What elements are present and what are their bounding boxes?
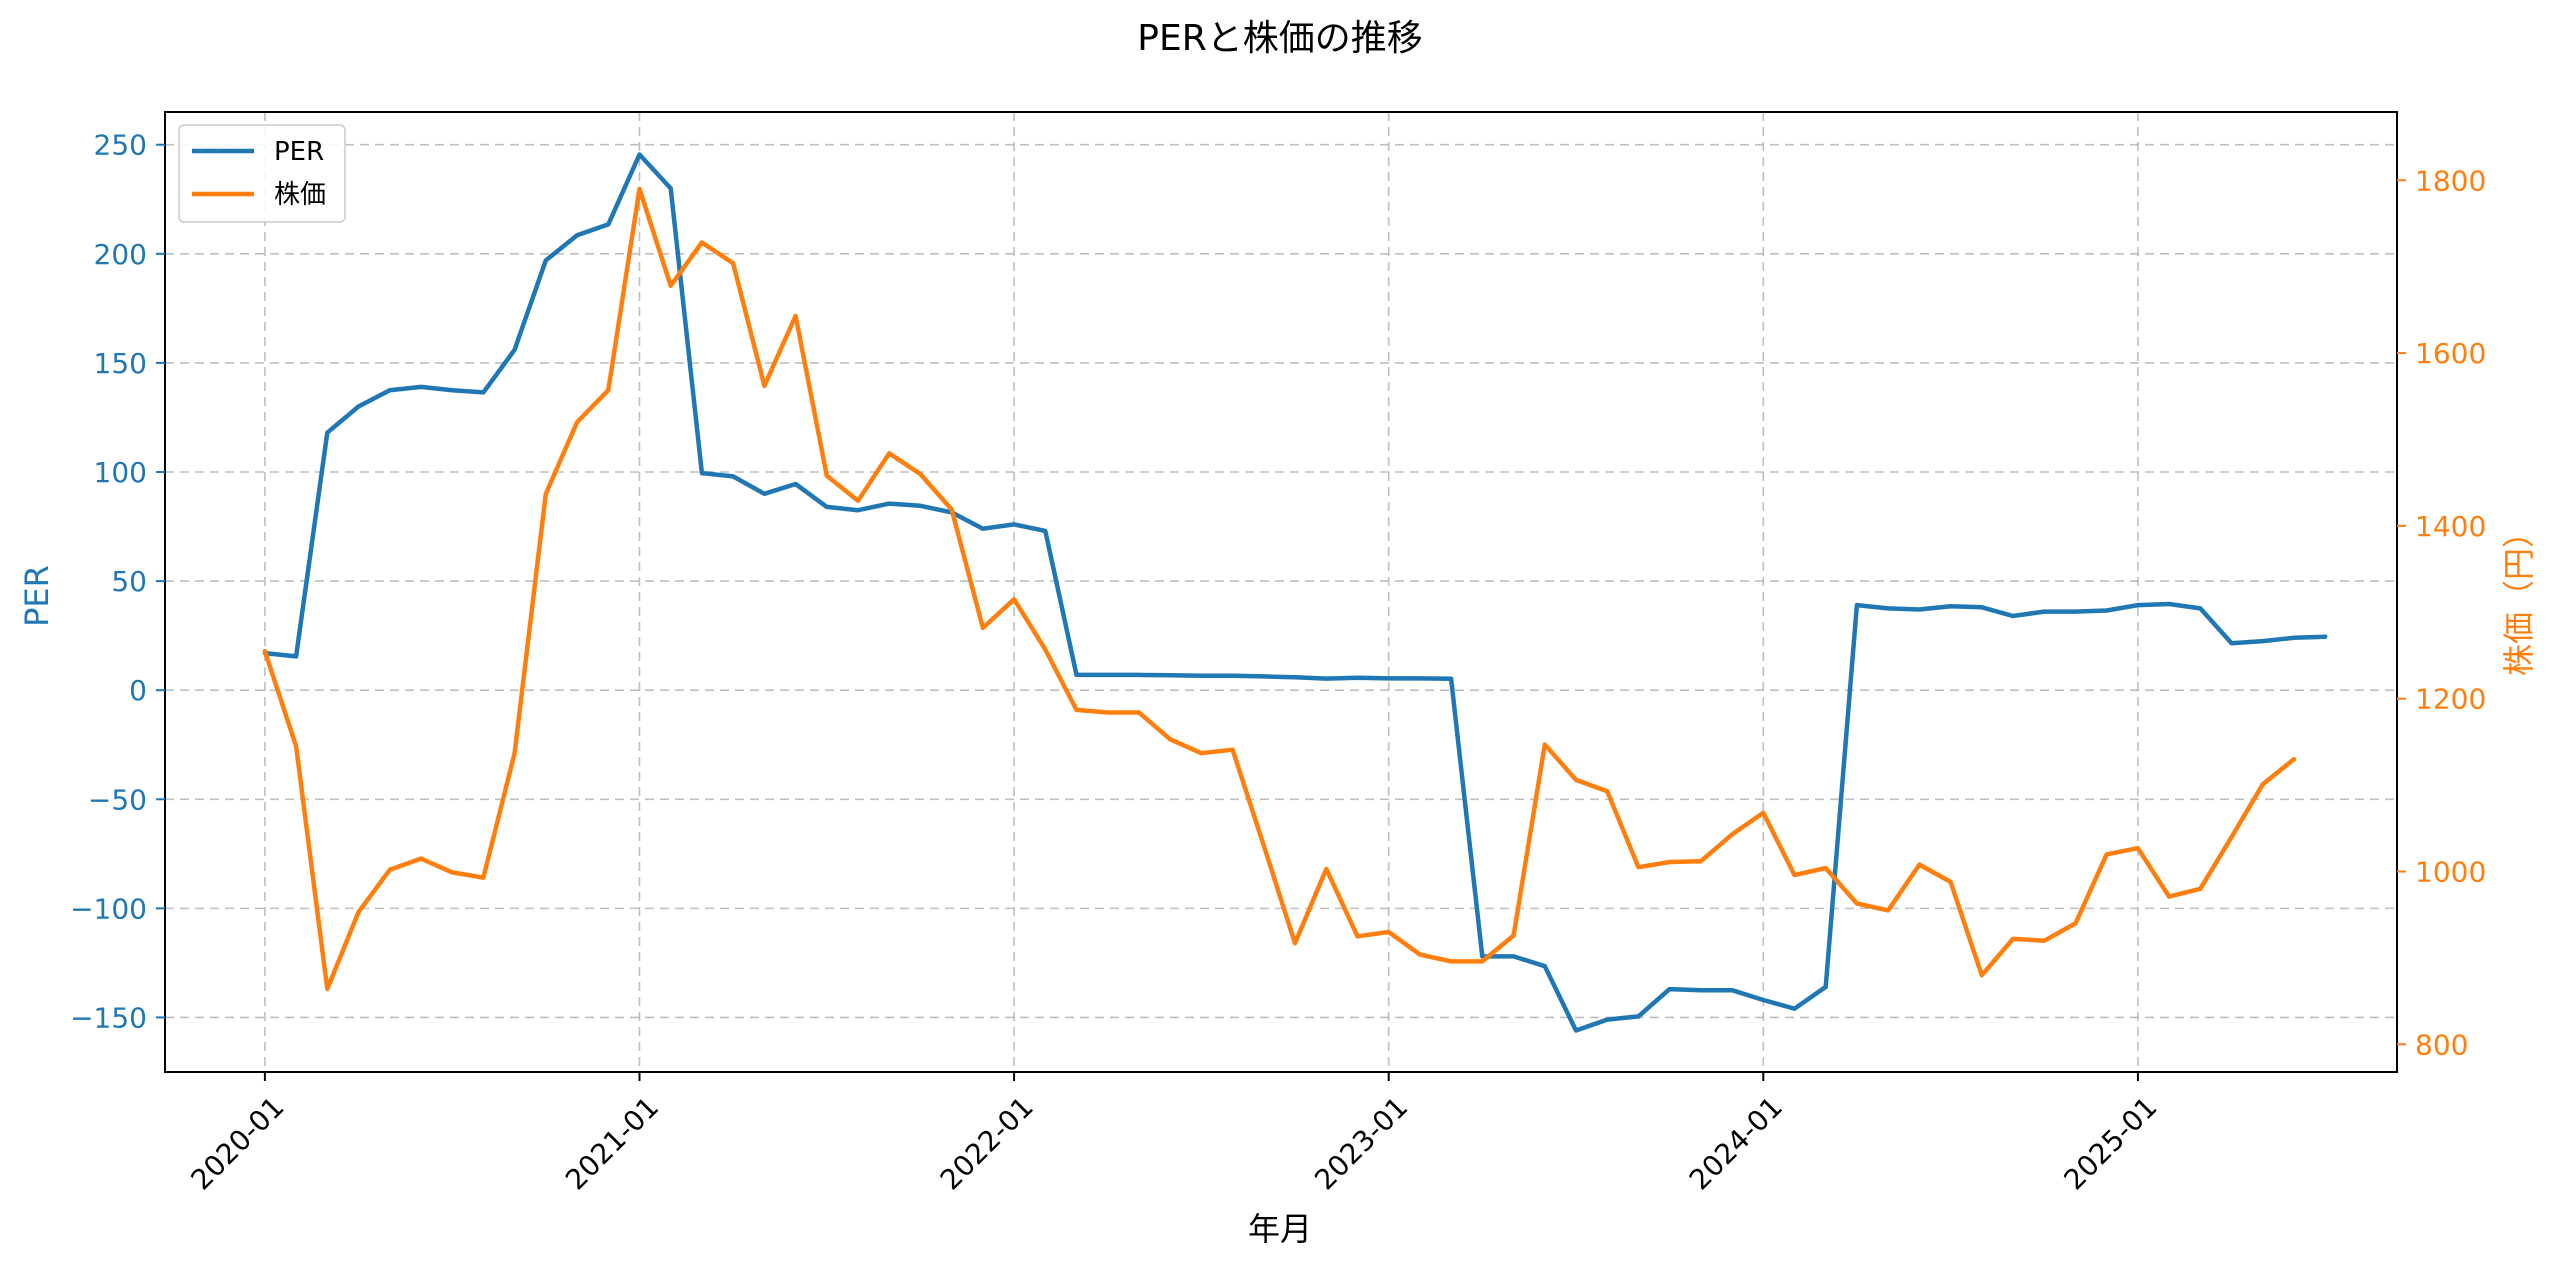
right-y-tick-label: 1400 (2415, 510, 2486, 543)
plot-area-frame (164, 111, 2398, 1073)
chart-title: PERと株価の推移 (1137, 18, 1422, 59)
x-axis: 2020-01 2021-01 2022-01 2023-01 2024-01 2025-… (184, 1072, 2164, 1196)
x-tick-label: 2021-01 (559, 1090, 665, 1196)
left-y-tick-label: −100 (70, 892, 147, 925)
legend-label-per: PER (274, 137, 324, 167)
legend-label-price: 株価 (274, 180, 326, 210)
right-y-tick-label: 1200 (2415, 683, 2486, 716)
left-y-tick-label: 250 (94, 129, 147, 162)
x-tick-label: 2025-01 (2057, 1090, 2163, 1196)
series-line-per (262, 152, 2328, 1033)
series-lines (262, 152, 2328, 1033)
left-y-axis-label: PER (18, 565, 56, 627)
left-y-tick-label: −150 (70, 1001, 147, 1034)
right-y-axis-label: 株価（円） (2500, 516, 2538, 676)
legend: PER 株価 (178, 124, 346, 223)
right-y-tick-label: 1000 (2415, 856, 2486, 889)
x-axis-label: 年月 (1248, 1210, 1312, 1248)
x-tick-label: 2020-01 (184, 1090, 290, 1196)
right-y-tick-label: 1800 (2415, 164, 2486, 197)
left-y-tick-label: 150 (94, 347, 147, 380)
grid-lines (165, 112, 2397, 1072)
left-y-tick-label: 200 (94, 238, 147, 271)
left-y-tick-label: 0 (129, 674, 147, 707)
left-y-tick-label: −50 (88, 783, 147, 816)
left-y-tick-label: 50 (111, 565, 147, 598)
series-line-price (262, 186, 2297, 992)
left-y-tick-label: 100 (94, 456, 147, 489)
left-y-axis: −150 −100 −50 0 50 100 150 200 250 (70, 129, 165, 1034)
right-y-tick-label: 1600 (2415, 337, 2486, 370)
right-y-axis: 800 1000 1200 1400 1600 1800 (2397, 164, 2486, 1061)
x-tick-label: 2024-01 (1683, 1090, 1789, 1196)
x-tick-label: 2023-01 (1308, 1090, 1414, 1196)
right-y-tick-label: 800 (2415, 1028, 2468, 1061)
x-tick-label: 2022-01 (934, 1090, 1040, 1196)
